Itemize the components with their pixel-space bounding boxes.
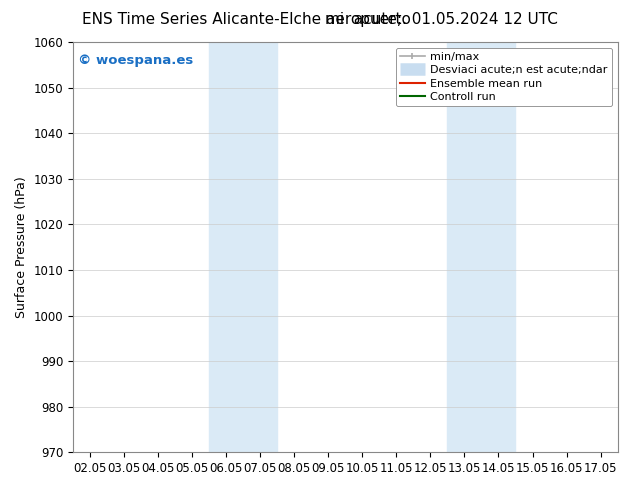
Legend: min/max, Desviaci acute;n est acute;ndar, Ensemble mean run, Controll run: min/max, Desviaci acute;n est acute;ndar… bbox=[396, 48, 612, 106]
Y-axis label: Surface Pressure (hPa): Surface Pressure (hPa) bbox=[15, 176, 28, 318]
Bar bbox=[209, 42, 277, 452]
Text: © woespana.es: © woespana.es bbox=[79, 54, 194, 67]
Text: mi  acute;. 01.05.2024 12 UTC: mi acute;. 01.05.2024 12 UTC bbox=[325, 12, 558, 27]
Text: ENS Time Series Alicante-Elche aeropuerto: ENS Time Series Alicante-Elche aeropuert… bbox=[82, 12, 411, 27]
Bar bbox=[448, 42, 515, 452]
